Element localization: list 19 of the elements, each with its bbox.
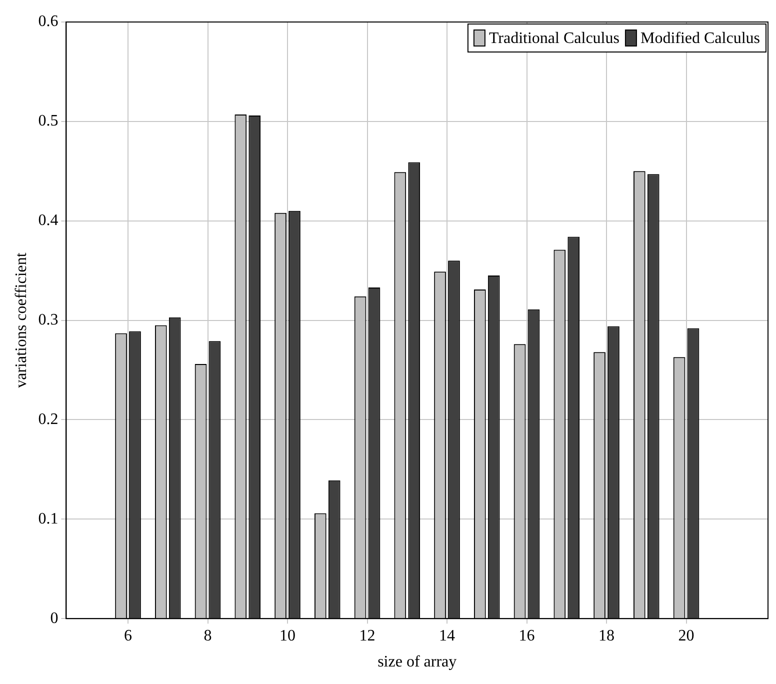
x-tick-label: 6: [124, 627, 132, 644]
y-axis-title: variations coefficient: [12, 252, 30, 388]
y-tick-label: 0.4: [38, 212, 58, 230]
x-tick-label: 8: [204, 627, 212, 644]
x-tick-label: 10: [280, 627, 296, 644]
legend-label: Modified Calculus: [640, 30, 760, 48]
x-tick-label: 20: [678, 627, 694, 644]
legend-label: Traditional Calculus: [488, 30, 620, 48]
y-tick-label: 0.1: [38, 510, 58, 528]
x-tick-label: 16: [518, 627, 535, 644]
x-tick-label: 12: [359, 627, 376, 644]
y-tick-label: 0: [50, 610, 58, 627]
x-axis-title: size of array: [378, 654, 457, 671]
y-tick-label: 0.5: [38, 112, 58, 130]
y-tick-label: 0.3: [38, 312, 58, 329]
y-tick-label: 0.2: [38, 410, 58, 428]
x-tick-label: 18: [598, 627, 615, 644]
x-tick-label: 14: [439, 627, 456, 644]
y-tick-label: 0.6: [38, 13, 58, 30]
